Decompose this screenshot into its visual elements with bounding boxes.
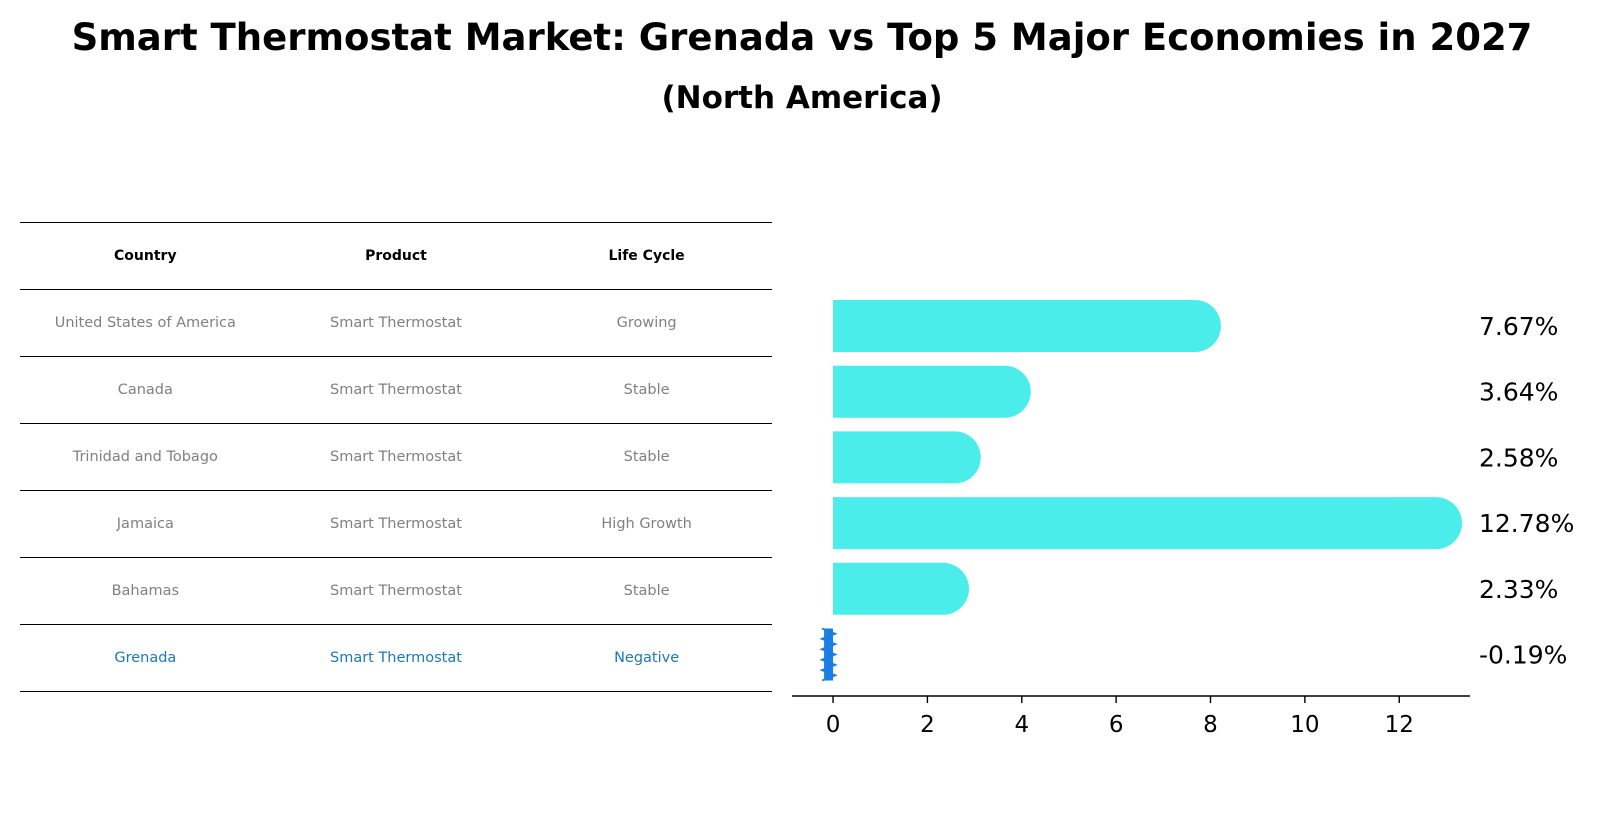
x-tick-label: 0 xyxy=(826,712,841,738)
table-row: Trinidad and Tobago Smart Thermostat Sta… xyxy=(20,423,772,490)
bar-value-label: 2.33% xyxy=(1479,575,1558,604)
cell-life-cycle: Stable xyxy=(623,449,670,465)
cell-life-cycle: Stable xyxy=(623,382,670,398)
table-row: United States of America Smart Thermosta… xyxy=(20,289,772,356)
table-row-highlight: Grenada Smart Thermostat Negative xyxy=(20,624,772,692)
x-tick-label: 6 xyxy=(1109,712,1124,738)
cell-country: Canada xyxy=(117,382,173,398)
cell-product: Smart Thermostat xyxy=(329,650,462,666)
header-life-cycle: Life Cycle xyxy=(608,248,685,264)
chart-title: Smart Thermostat Market: Grenada vs Top … xyxy=(71,16,1533,59)
bar xyxy=(833,300,1221,352)
cell-life-cycle: Stable xyxy=(623,583,670,599)
bar-value-label: 2.58% xyxy=(1479,443,1558,472)
table-row: Canada Smart Thermostat Stable xyxy=(20,356,772,423)
bar xyxy=(833,562,969,615)
x-tick-label: 12 xyxy=(1385,712,1414,738)
cell-product: Smart Thermostat xyxy=(329,315,462,331)
country-table: Country Product Life Cycle United States… xyxy=(20,222,772,692)
cell-product: Smart Thermostat xyxy=(329,583,462,599)
header-product: Product xyxy=(365,248,427,264)
cell-life-cycle: Negative xyxy=(614,650,680,666)
x-tick-label: 4 xyxy=(1014,712,1029,738)
cell-country: Bahamas xyxy=(111,583,180,599)
bar xyxy=(833,365,1031,418)
cell-country: Trinidad and Tobago xyxy=(72,449,218,465)
cell-life-cycle: High Growth xyxy=(601,516,692,532)
cell-country: Grenada xyxy=(114,650,177,666)
cell-life-cycle: Growing xyxy=(616,315,677,331)
bar-value-label: 7.67% xyxy=(1479,312,1558,341)
bar-negative xyxy=(824,628,834,681)
x-tick-label: 2 xyxy=(920,712,935,738)
cell-product: Smart Thermostat xyxy=(329,516,462,532)
bar-value-label: 3.64% xyxy=(1479,378,1558,407)
table-row: Jamaica Smart Thermostat High Growth xyxy=(20,490,772,557)
bar xyxy=(833,431,981,484)
bar-negative-edge xyxy=(819,627,838,682)
cell-country: Jamaica xyxy=(116,516,174,532)
table-row: Bahamas Smart Thermostat Stable xyxy=(20,557,772,624)
cell-product: Smart Thermostat xyxy=(329,449,462,465)
table-header-row: Country Product Life Cycle xyxy=(20,222,772,289)
cell-country: United States of America xyxy=(54,315,236,331)
header-country: Country xyxy=(114,248,177,264)
cell-product: Smart Thermostat xyxy=(329,382,462,398)
bar-value-label: -0.19% xyxy=(1479,641,1567,670)
x-tick-label: 8 xyxy=(1203,712,1218,738)
bar xyxy=(833,497,1462,550)
chart-subtitle: (North America) xyxy=(661,80,943,116)
x-tick-label: 10 xyxy=(1290,712,1319,738)
bar-value-label: 12.78% xyxy=(1479,509,1574,538)
